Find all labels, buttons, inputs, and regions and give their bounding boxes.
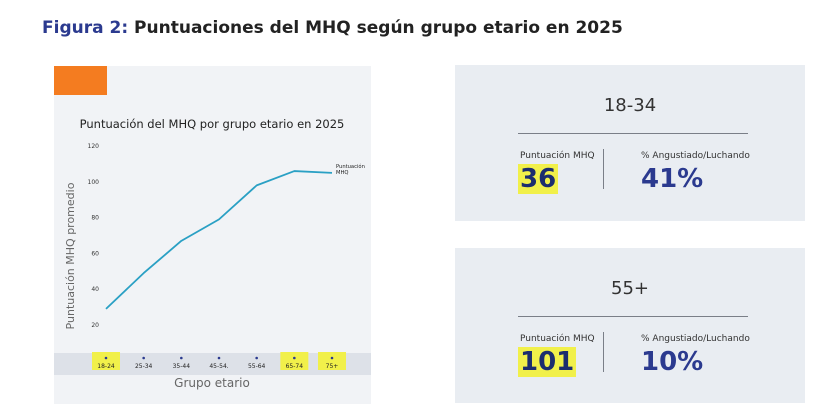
- card-divider: [603, 149, 604, 189]
- figure-title: Figura 2: Puntuaciones del MHQ según gru…: [42, 18, 623, 38]
- y-axis-label: Puntuación MHQ promedio: [64, 182, 77, 329]
- x-tick-label: 45-54.: [209, 363, 228, 370]
- y-tick-label: 60: [91, 250, 99, 257]
- score-value: 101: [518, 347, 577, 377]
- x-tick-highlight: [280, 352, 309, 370]
- line-chart: Puntuación del MHQ por grupo etario en 2…: [64, 117, 365, 390]
- series-line: [105, 170, 333, 310]
- card-rule: [518, 133, 748, 134]
- pct-label: % Angustiado/Luchando: [641, 334, 750, 344]
- x-tick-marker: [293, 356, 296, 360]
- pct-label: % Angustiado/Luchando: [641, 151, 750, 161]
- x-tick-label: 18-24: [97, 363, 115, 370]
- x-tick-marker: [142, 356, 145, 360]
- x-tick-label: 55-64: [248, 363, 266, 370]
- x-tick-marker: [180, 356, 183, 360]
- pct-value: 41%: [641, 164, 704, 194]
- x-tick-marker: [217, 356, 221, 360]
- x-tick-highlight: [318, 352, 346, 370]
- stat-card-55-plus: 55+ Puntuación MHQ % Angustiado/Luchando…: [455, 248, 805, 403]
- figure-prefix: Figura 2:: [42, 18, 129, 38]
- card-heading: 18-34: [603, 95, 657, 116]
- x-tick-label: 75+: [326, 363, 339, 370]
- score-value: 36: [518, 164, 559, 194]
- score-label: Puntuación MHQ: [520, 334, 595, 344]
- x-tick-marker: [255, 356, 258, 360]
- stat-card-18-34: 18-34 Puntuación MHQ % Angustiado/Luchan…: [455, 65, 805, 221]
- accent-tab: [54, 66, 107, 95]
- score-label: Puntuación MHQ: [520, 151, 595, 161]
- y-tick-label: 120: [88, 143, 100, 150]
- x-axis-label: Grupo etario: [174, 376, 250, 390]
- x-tick-label: 65-74: [286, 363, 304, 370]
- x-tick-label: 25-34: [135, 363, 153, 370]
- y-tick-label: 40: [91, 286, 99, 293]
- y-tick-label: 100: [88, 179, 100, 186]
- card-divider: [603, 332, 604, 372]
- y-tick-label: 20: [91, 322, 99, 329]
- y-tick-label: 80: [91, 215, 99, 222]
- chart-title: Puntuación del MHQ por grupo etario en 2…: [80, 117, 345, 131]
- card-heading: 55+: [611, 278, 649, 299]
- x-tick-marker: [104, 356, 108, 360]
- x-tick-highlight: [92, 352, 120, 370]
- x-tick-marker: [330, 356, 334, 360]
- card-rule: [518, 316, 748, 317]
- figure-title-text: Puntuaciones del MHQ según grupo etario …: [134, 18, 623, 38]
- x-tick-label: 35-44: [173, 363, 191, 370]
- pct-value: 10%: [641, 347, 704, 377]
- chart-panel: Puntuación del MHQ por grupo etario en 2…: [54, 66, 371, 404]
- series-label: Puntuación MHQ: [336, 163, 365, 176]
